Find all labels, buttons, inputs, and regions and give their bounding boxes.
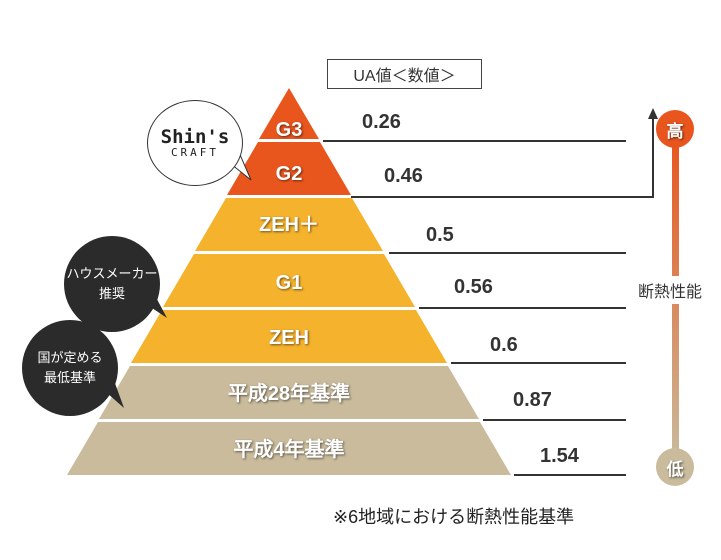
ua-value-header: UA値＜数値＞	[327, 59, 482, 89]
value-zeh: 0.6	[490, 334, 518, 356]
tier-g2	[227, 142, 351, 195]
shins-craft-logo-bubble: Shin's CRAFT	[147, 100, 243, 186]
tier-label-h28: 平成28年基準	[227, 383, 351, 405]
low-performance-badge: 低	[656, 448, 694, 486]
tier-label-zeh-plus: ZEH＋	[259, 214, 319, 236]
national-minimum-bubble: 国が定める 最低基準	[22, 320, 118, 416]
logo-main-text: Shin's	[160, 126, 230, 148]
underline-g3	[323, 140, 626, 142]
tier-label-h4: 平成4年基準	[233, 439, 345, 461]
insulation-performance-axis-label: 断熱性能	[638, 276, 703, 304]
footnote: ※6地域における断熱性能基準	[333, 507, 575, 527]
value-g2: 0.46	[384, 165, 423, 187]
national-minimum-line1: 国が定める	[37, 350, 103, 365]
house-maker-recommend-bubble: ハウスメーカー 推奨	[64, 236, 160, 332]
underline-h4	[514, 474, 626, 476]
tier-zeh-plus	[195, 198, 383, 251]
value-g3: 0.26	[362, 111, 401, 133]
house-maker-line1: ハウスメーカー	[66, 266, 158, 281]
underline-zeh-plus	[389, 252, 626, 254]
tier-h4	[67, 422, 511, 475]
value-h28: 0.87	[513, 389, 552, 411]
tier-g3	[259, 88, 319, 139]
underline-zeh	[451, 362, 626, 364]
underline-g1	[419, 307, 626, 309]
tier-label-g3: G3	[275, 119, 303, 141]
tier-label-g1: G1	[275, 272, 303, 294]
house-maker-line2: 推奨	[98, 286, 125, 301]
tier-label-g2: G2	[275, 163, 303, 185]
value-h4: 1.54	[540, 445, 579, 467]
national-minimum-line2: 最低基準	[43, 370, 96, 385]
arrow-head-icon	[648, 108, 658, 119]
tier-label-zeh: ZEH	[269, 327, 309, 349]
tier-h28	[99, 366, 479, 419]
tier-zeh	[131, 310, 447, 363]
value-g1: 0.56	[454, 276, 493, 298]
underline-h28	[483, 419, 626, 421]
performance-arrow	[351, 118, 654, 198]
tier-g1	[163, 254, 415, 307]
value-zeh-plus: 0.5	[426, 224, 454, 246]
logo-sub-text: CRAFT	[170, 146, 220, 159]
high-performance-badge: 高	[656, 110, 694, 148]
